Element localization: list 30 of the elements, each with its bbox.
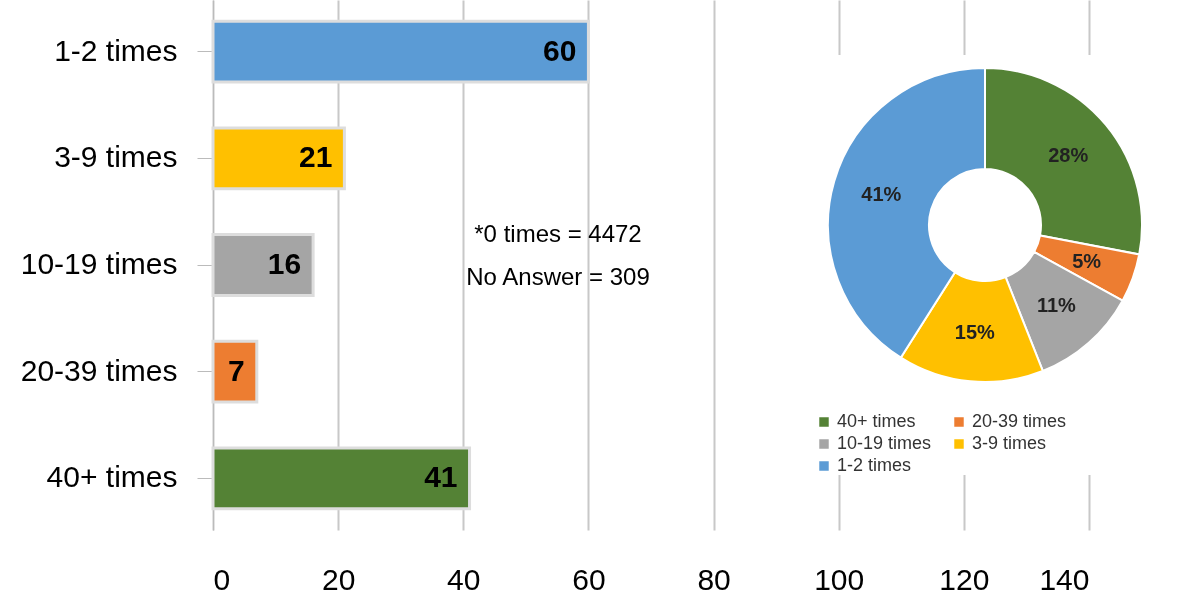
data-label: 5% bbox=[1072, 249, 1102, 272]
legend-label: 20-39 times bbox=[972, 411, 1067, 431]
data-label: 11% bbox=[1036, 294, 1077, 317]
y-tick-label: 3-9 times bbox=[54, 140, 178, 174]
y-tick-label: 40+ times bbox=[46, 460, 178, 494]
data-label: 41% bbox=[861, 182, 902, 205]
y-tick-label: 10-19 times bbox=[20, 247, 178, 280]
data-label: 21 bbox=[299, 140, 333, 174]
x-tick-label: 20 bbox=[321, 562, 356, 596]
x-tick-label: 60 bbox=[572, 562, 606, 596]
legend-label: 10-19 times bbox=[837, 433, 932, 453]
y-tick-label: 1-2 times bbox=[54, 33, 178, 67]
data-label: 7 bbox=[228, 353, 245, 387]
x-tick-label: 120 bbox=[939, 562, 990, 596]
legend-label: 40+ times bbox=[837, 411, 916, 431]
annotation: *0 times = 4472 bbox=[474, 220, 642, 247]
x-tick-label: 0 bbox=[213, 562, 231, 596]
legend-label: 3-9 times bbox=[972, 433, 1047, 453]
x-tick-label: 140 bbox=[1039, 562, 1090, 596]
legend-label: 1-2 times bbox=[837, 455, 912, 475]
data-label: 16 bbox=[267, 247, 302, 280]
x-tick-label: 80 bbox=[697, 562, 731, 596]
data-label: 41 bbox=[424, 460, 458, 494]
y-tick-label: 20-39 times bbox=[20, 353, 178, 387]
x-tick-label: 100 bbox=[814, 562, 865, 596]
annotation: No Answer = 309 bbox=[466, 263, 650, 290]
data-label: 15% bbox=[954, 320, 996, 343]
data-label: 60 bbox=[543, 33, 577, 67]
data-label: 28% bbox=[1048, 144, 1089, 167]
x-tick-label: 40 bbox=[447, 562, 481, 596]
